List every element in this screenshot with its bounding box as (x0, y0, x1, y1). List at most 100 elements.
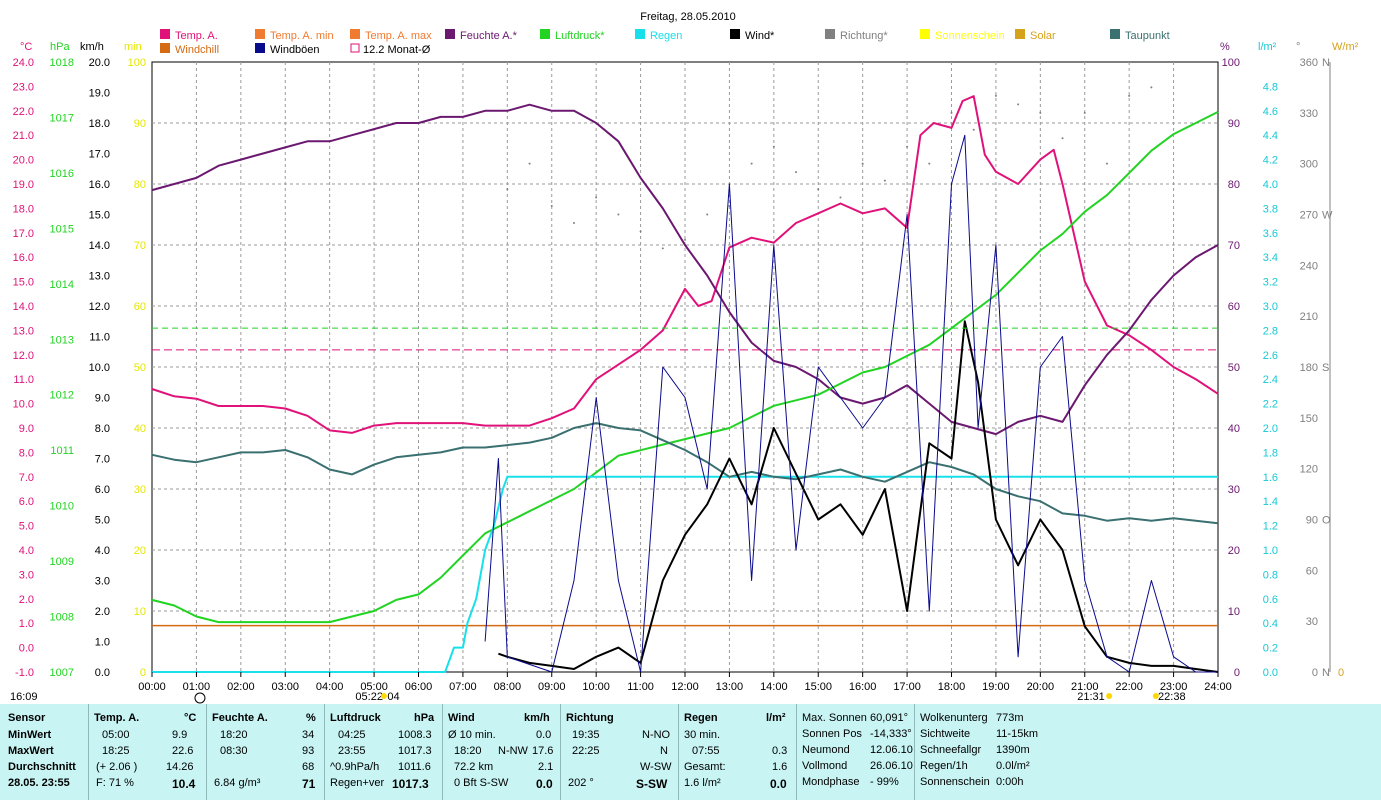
tick-press: 1014 (50, 279, 74, 291)
stats-wind: Wind km/h Ø 10 min. 0.0 18:20 N-NW 17.6 … (442, 704, 561, 800)
stats-press-min: 1008.3 (398, 729, 432, 741)
stats-hum-unit: % (306, 712, 316, 724)
legend-swatch (920, 29, 930, 39)
tick-rain: 3.4 (1263, 252, 1278, 264)
tick-press: 1016 (50, 168, 74, 180)
stats-sensor: Sensor MinWert MaxWert Durchschnitt 28.0… (0, 704, 89, 800)
stats-press-cur: 1017.3 (392, 777, 429, 791)
legend-swatch (825, 29, 835, 39)
tick-wind: 18.0 (89, 118, 110, 130)
tick-dir: S (1322, 362, 1329, 374)
tick-min: 70 (134, 240, 146, 252)
stats-label: Regen/1h (920, 760, 968, 772)
tick-press: 1012 (50, 390, 74, 402)
series-line-wind (498, 320, 1219, 673)
stats-hum-max: 93 (302, 745, 315, 757)
stats-temp-cur-note: F: 71 % (96, 777, 134, 789)
direction-point (795, 171, 798, 174)
axis-unit-hum: % (1220, 41, 1230, 53)
stats-rain-header: Regen (684, 712, 718, 724)
stats-temp: Temp. A. °C 05:00 9.9 18:25 22.6 (+ 2.06… (88, 704, 207, 800)
legend-swatch (730, 29, 740, 39)
stats-hum-cur-note: 6.84 g/m³ (214, 777, 261, 789)
x-tick-label: 01:00 (183, 681, 211, 693)
tick-wind: 20.0 (89, 57, 110, 69)
tick-hum: 30 (1228, 484, 1240, 496)
tick-temp: 7.0 (19, 472, 34, 484)
legend-label: 12.2 Monat-Ø (363, 44, 431, 56)
stats-row-label: Durchschnitt (8, 761, 76, 773)
stats-wind-header: Wind (448, 712, 475, 724)
tick-wind: 4.0 (95, 545, 110, 557)
direction-point (972, 128, 975, 131)
stats-value: 12.06.10 (870, 744, 913, 756)
tick-temp: 14.0 (13, 301, 34, 313)
x-tick-label: 03:00 (271, 681, 299, 693)
tick-rain: 0.2 (1263, 643, 1278, 655)
tick-min: 10 (134, 606, 146, 618)
stats-value: 60,091° (870, 712, 909, 724)
x-tick-label: 18:00 (938, 681, 966, 693)
direction-point (506, 188, 509, 191)
legend-swatch (540, 29, 550, 39)
series-line-temp-a (151, 95, 1219, 434)
tick-wind: 7.0 (95, 454, 110, 466)
tick-press: 1008 (50, 612, 74, 624)
tick-wind: 12.0 (89, 301, 110, 313)
tick-temp: 4.0 (19, 545, 34, 557)
stats-press-unit: hPa (414, 712, 435, 724)
tick-temp: 6.0 (19, 496, 34, 508)
tick-press: 1009 (50, 556, 74, 568)
direction-point (1105, 162, 1108, 165)
axis-unit-min: min (124, 41, 142, 53)
tick-rain: 2.4 (1263, 374, 1278, 386)
legend-label: Solar (1030, 30, 1056, 42)
axis-ticks: 24.0 23.0 22.0 21.0 20.0 19.0 18.0 17.0 16.0 15.0… (13, 57, 1345, 679)
tick-dir: W (1322, 210, 1333, 222)
stats-sensor-header: Sensor (8, 712, 46, 724)
tick-hum: 70 (1228, 240, 1240, 252)
direction-point (1128, 94, 1131, 97)
tick-rain: 2.2 (1263, 399, 1278, 411)
legend-swatch (635, 29, 645, 39)
tick-wind: 17.0 (89, 149, 110, 161)
tick-rain: 3.0 (1263, 301, 1278, 313)
legend-swatch (255, 29, 265, 39)
tick-rain: 0.6 (1263, 594, 1278, 606)
tick-wind: 2.0 (95, 606, 110, 618)
x-tick-label: 10:00 (582, 681, 610, 693)
legend-swatch (255, 43, 265, 53)
tick-deg: 180 (1300, 362, 1318, 374)
stats-rain-r3-label: Gesamt: (684, 761, 726, 773)
stats-press-header: Luftdruck (330, 712, 381, 724)
direction-point (572, 221, 575, 224)
direction-point (1083, 111, 1086, 114)
direction-point (950, 111, 953, 114)
legend-label: Temp. A. max (365, 30, 432, 42)
direction-point (772, 145, 775, 148)
tick-wind: 11.0 (89, 332, 110, 344)
stats-press-cur-note: Regen+ver (330, 777, 385, 789)
stats-hum-min-time: 18:20 (220, 729, 248, 741)
stats-label: Wolkenunterg (920, 712, 988, 724)
legend-label: Richtung* (840, 30, 888, 42)
tick-rain: 1.4 (1263, 496, 1278, 508)
tick-deg: 150 (1300, 413, 1318, 425)
direction-point (906, 145, 909, 148)
tick-temp: 21.0 (13, 130, 34, 142)
stats-wind-r2-note: N-NW (498, 745, 528, 757)
stats-value: -14,333° (870, 728, 912, 740)
tick-temp: 12.0 (13, 350, 34, 362)
x-tick-label: 11:00 (627, 681, 654, 693)
tick-deg: 210 (1300, 311, 1318, 323)
x-tick-label: 15:00 (804, 681, 832, 693)
stats-rain-unit: l/m² (766, 712, 786, 724)
stats-wind-r4-val: 0.0 (536, 777, 553, 791)
x-tick-label: 06:00 (405, 681, 433, 693)
tick-deg: 330 (1300, 108, 1318, 120)
stats-label: Vollmond (802, 760, 848, 772)
stats-value: 0:00h (996, 776, 1024, 788)
stats-dir-r4-val: S-SW (636, 777, 668, 791)
stats-row-label: MinWert (8, 729, 52, 741)
x-tick-label: 04:00 (316, 681, 344, 693)
